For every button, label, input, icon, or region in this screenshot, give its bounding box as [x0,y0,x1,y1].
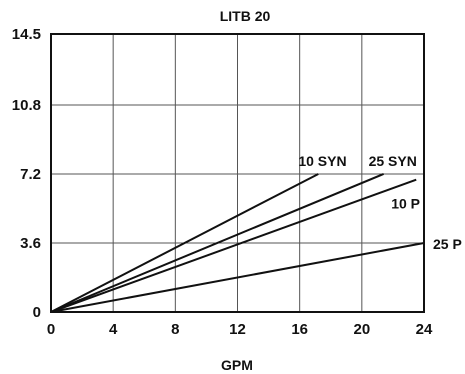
x-tick-label: 0 [47,321,55,338]
y-tick-label: 7.2 [20,166,41,183]
x-tick-label: 4 [109,321,118,338]
x-tick-labels: 0 4 8 12 16 20 24 [47,321,433,338]
series-lines [50,173,425,313]
series-label-10-syn: 10 SYN [298,153,346,169]
y-tick-label: 3.6 [20,235,41,252]
y-tick-labels: 0 3.6 7.2 10.8 14.5 [12,26,41,321]
series-line-25-p [50,241,425,313]
y-tick-label: 14.5 [12,26,41,43]
series-line-10-syn [50,173,319,313]
series-line-10-p [50,178,417,313]
chart-title: LITB 20 [220,8,271,24]
series-label-25-p: 25 P [433,236,462,252]
x-tick-label: 16 [291,321,308,338]
plot-frame [50,33,425,313]
series-labels: 10 SYN 25 SYN 10 P 25 P [298,153,461,252]
series-label-25-syn: 25 SYN [369,153,417,169]
x-tick-label: 12 [229,321,246,338]
y-tick-label: 0 [33,304,41,321]
x-tick-label: 24 [416,321,433,338]
grid [51,34,424,312]
series-label-10-p: 10 P [391,196,420,212]
series-line-25-syn [50,173,384,313]
x-tick-label: 8 [171,321,179,338]
x-axis-title: GPM [221,357,253,373]
y-tick-label: 10.8 [12,97,41,114]
x-tick-label: 20 [353,321,370,338]
